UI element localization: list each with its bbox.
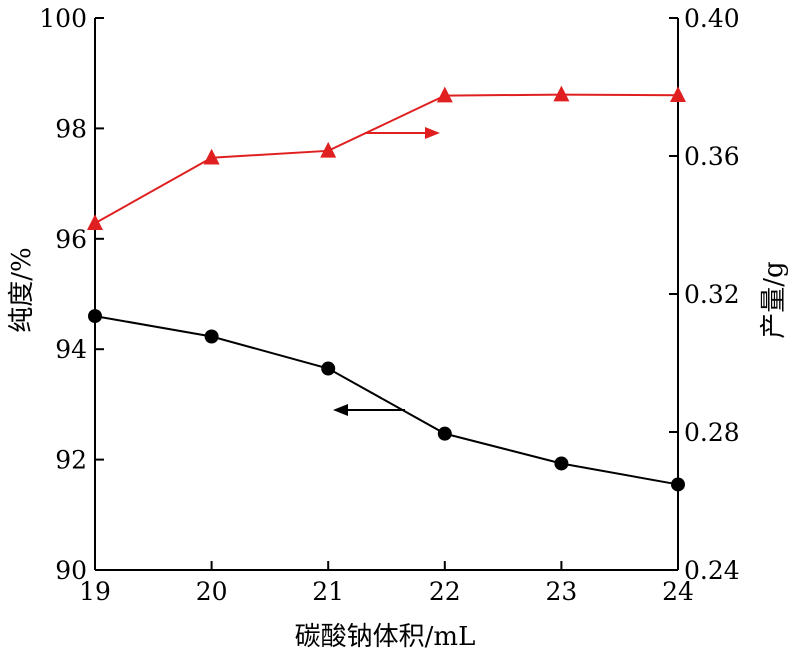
series-point-right bbox=[553, 85, 570, 102]
series-point-right bbox=[436, 86, 453, 103]
right-tick-label: 0.28 bbox=[684, 418, 740, 447]
series-line-left bbox=[94, 315, 679, 486]
right-y-axis-title: 产量/g bbox=[759, 261, 789, 338]
series-point-left bbox=[204, 329, 219, 344]
x-tick-label: 23 bbox=[545, 577, 577, 606]
right-tick-label: 0.40 bbox=[684, 4, 740, 33]
series-line-right bbox=[94, 93, 679, 225]
x-tick-label: 20 bbox=[196, 577, 228, 606]
series-point-left bbox=[321, 361, 336, 376]
right-tick-label: 0.24 bbox=[684, 556, 740, 585]
series-point-left bbox=[554, 456, 569, 471]
series-point-right bbox=[320, 141, 337, 158]
series-point-left bbox=[88, 309, 102, 324]
left-tick-label: 98 bbox=[55, 114, 87, 143]
x-axis-title: 碳酸钠体积/mL bbox=[295, 622, 476, 652]
left-tick-label: 96 bbox=[55, 225, 87, 254]
left-tick-label: 94 bbox=[55, 335, 87, 364]
right-tick-label: 0.36 bbox=[684, 142, 740, 171]
x-tick-label: 24 bbox=[662, 577, 694, 606]
series-point-left bbox=[671, 477, 685, 492]
series-point-left bbox=[437, 426, 452, 441]
series-point-right bbox=[670, 86, 686, 103]
arrow-right-head bbox=[425, 127, 440, 139]
series-point-right bbox=[87, 214, 103, 231]
left-tick-label: 90 bbox=[55, 556, 87, 585]
annotation-layer bbox=[333, 127, 440, 416]
axes bbox=[94, 18, 679, 571]
series-point-right bbox=[203, 148, 220, 165]
x-tick-label: 22 bbox=[429, 577, 461, 606]
left-y-axis-title: 纯度/% bbox=[7, 247, 37, 332]
right-ticks: 0.24 0.28 0.32 0.36 0.40 bbox=[669, 4, 740, 585]
x-tick-label: 21 bbox=[312, 577, 344, 606]
arrow-left-head bbox=[333, 404, 348, 416]
bottom-ticks: 19 20 21 22 23 24 bbox=[79, 561, 694, 606]
x-tick-label: 19 bbox=[79, 577, 111, 606]
left-ticks: 90 92 94 96 98 100 bbox=[39, 4, 104, 585]
right-tick-label: 0.32 bbox=[684, 280, 740, 309]
series-layer bbox=[87, 85, 686, 492]
left-tick-label: 92 bbox=[55, 446, 87, 475]
left-tick-label: 100 bbox=[39, 4, 87, 33]
